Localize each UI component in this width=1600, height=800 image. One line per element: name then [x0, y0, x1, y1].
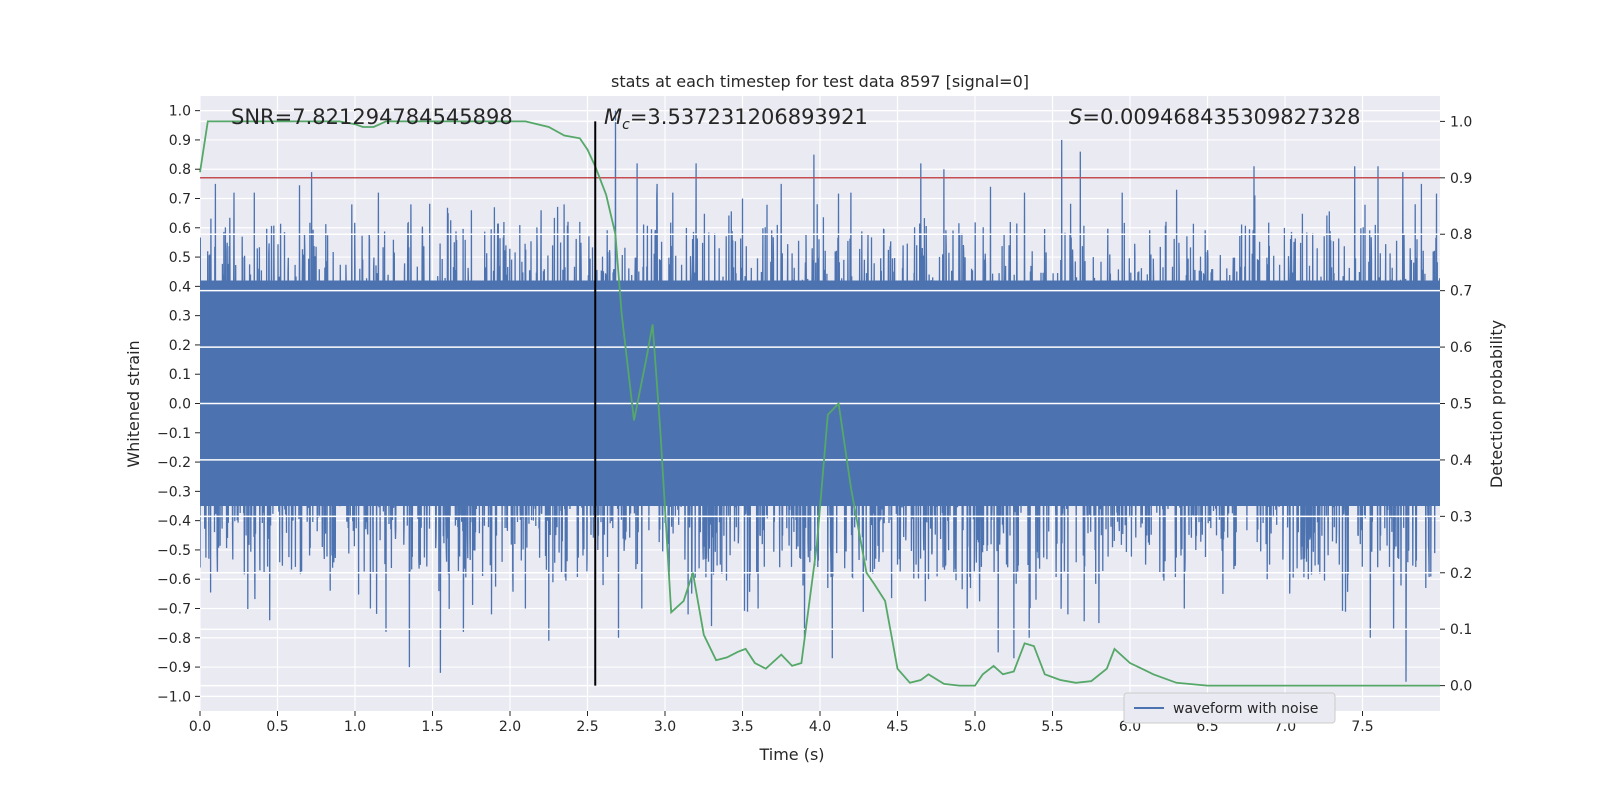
x-tick-label: 0.5 — [266, 719, 288, 735]
y-right-tick-label: 0.5 — [1450, 397, 1472, 413]
legend-box — [1123, 692, 1336, 724]
waveform-series — [200, 110, 1440, 682]
y-left-tick-label: 0.6 — [169, 221, 191, 237]
s-symbol: S — [1069, 105, 1082, 129]
y-right-tick-label: 0.4 — [1450, 453, 1472, 469]
y-left-tick-label: −0.7 — [157, 602, 191, 618]
y-right-tick-label: 0.8 — [1450, 227, 1472, 243]
y-right-tick-label: 0.0 — [1450, 679, 1472, 695]
left-axis-ticks: 1.0 0.9 0.8 0.7 0.6 0.5 0.4 0.3 0.2 0.1 0.0 −0.1 −0.… — [157, 104, 200, 705]
legend: waveform with noise — [1123, 692, 1336, 724]
chirp-mass-value: =3.537231206893921 — [630, 105, 868, 129]
y-left-tick-label: 0.5 — [169, 250, 191, 266]
chirp-mass-annotation: Mc=3.537231206893921 — [604, 105, 868, 133]
y-left-tick-label: 0.8 — [169, 162, 191, 178]
x-tick-label: 4.5 — [886, 719, 908, 735]
y-right-tick-label: 0.7 — [1450, 284, 1472, 300]
waveform-core — [200, 280, 1440, 506]
y-left-tick-label: 0.7 — [169, 192, 191, 208]
y-axis-left-label: Whitened strain — [124, 340, 143, 467]
y-left-tick-label: −0.1 — [157, 426, 191, 442]
x-tick-label: 1.0 — [344, 719, 366, 735]
x-tick-label: 3.5 — [731, 719, 753, 735]
y-left-tick-label: −0.4 — [157, 514, 191, 530]
y-left-tick-label: −0.3 — [157, 484, 191, 500]
y-left-tick-label: 0.3 — [169, 309, 191, 325]
x-tick-label: 5.5 — [1041, 719, 1063, 735]
y-left-tick-label: −0.2 — [157, 455, 191, 471]
chirp-mass-subscript: c — [622, 117, 630, 133]
x-tick-label: 1.5 — [421, 719, 443, 735]
snr-annotation: SNR=7.821294784545898 — [231, 105, 513, 129]
x-tick-label: 4.0 — [809, 719, 831, 735]
chart-title: stats at each timestep for test data 859… — [611, 72, 1029, 91]
x-tick-label: 0.0 — [189, 719, 211, 735]
y-right-tick-label: 1.0 — [1450, 114, 1472, 130]
y-left-tick-label: 0.1 — [169, 367, 191, 383]
x-tick-label: 2.5 — [576, 719, 598, 735]
x-tick-label: 7.5 — [1351, 719, 1373, 735]
y-axis-right-label: Detection probability — [1487, 320, 1506, 488]
x-tick-label: 2.0 — [499, 719, 521, 735]
probability-curve — [199, 120, 1440, 687]
y-right-tick-label: 0.2 — [1450, 566, 1472, 582]
y-left-tick-label: 1.0 — [169, 104, 191, 120]
chirp-mass-symbol: M — [604, 105, 622, 129]
s-value: =0.009468435309827328 — [1082, 105, 1360, 129]
right-axis-ticks: 1.0 0.9 0.8 0.7 0.6 0.5 0.4 0.3 0.2 0.1 0.0 — [1440, 114, 1472, 695]
y-left-tick-label: 0.9 — [169, 133, 191, 149]
y-left-tick-label: −0.8 — [157, 631, 191, 647]
y-left-tick-label: 0.0 — [169, 397, 191, 413]
x-tick-label: 5.0 — [964, 719, 986, 735]
y-right-tick-label: 0.1 — [1450, 622, 1472, 638]
y-right-tick-label: 0.9 — [1450, 171, 1472, 187]
y-left-tick-label: −0.5 — [157, 543, 191, 559]
y-right-tick-label: 0.6 — [1450, 340, 1472, 356]
s-annotation: S=0.009468435309827328 — [1069, 105, 1360, 129]
y-left-tick-label: −1.0 — [157, 689, 191, 705]
legend-label: waveform with noise — [1173, 701, 1318, 717]
y-left-tick-label: −0.6 — [157, 572, 191, 588]
probability-series — [199, 120, 1440, 687]
y-left-tick-label: −0.9 — [157, 660, 191, 676]
x-tick-label: 3.0 — [654, 719, 676, 735]
y-left-tick-label: 0.4 — [169, 279, 191, 295]
y-right-tick-label: 0.3 — [1450, 509, 1472, 525]
y-left-tick-label: 0.2 — [169, 338, 191, 354]
x-axis-label: Time (s) — [758, 745, 824, 764]
